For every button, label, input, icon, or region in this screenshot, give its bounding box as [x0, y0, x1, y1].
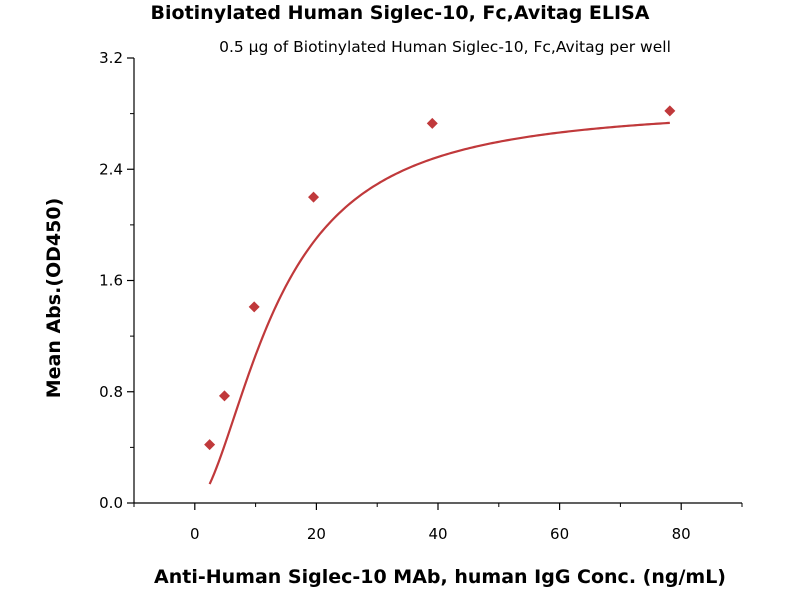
y-tick-label: 1.6: [99, 272, 123, 290]
data-point: [248, 301, 260, 313]
x-tick-label: 20: [307, 525, 326, 543]
data-point: [664, 105, 676, 117]
y-tick-label: 3.2: [99, 49, 123, 67]
x-tick-label: 80: [672, 525, 691, 543]
x-tick-label: 60: [550, 525, 569, 543]
data-point: [426, 117, 438, 129]
data-point: [218, 390, 230, 402]
data-points: [204, 105, 676, 451]
chart-title: Biotinylated Human Siglec-10, Fc,Avitag …: [150, 2, 650, 24]
fit-curve: [208, 121, 670, 485]
y-tick-label: 2.4: [99, 160, 123, 178]
y-tick-label: 0.8: [99, 383, 123, 401]
chart-subtitle: 0.5 µg of Biotinylated Human Siglec-10, …: [219, 38, 671, 56]
data-point: [204, 439, 216, 451]
data-point: [308, 191, 320, 203]
x-tick-label: 0: [190, 525, 200, 543]
y-tick-label: 0.0: [99, 494, 123, 512]
axes: 0.0 0.8 1.6 2.4 3.2 0 20 40 60 80: [99, 49, 743, 543]
fit-curve-layer: [208, 121, 670, 485]
x-axis-label: Anti-Human Siglec-10 MAb, human IgG Conc…: [154, 566, 726, 588]
x-tick-label: 40: [428, 525, 447, 543]
